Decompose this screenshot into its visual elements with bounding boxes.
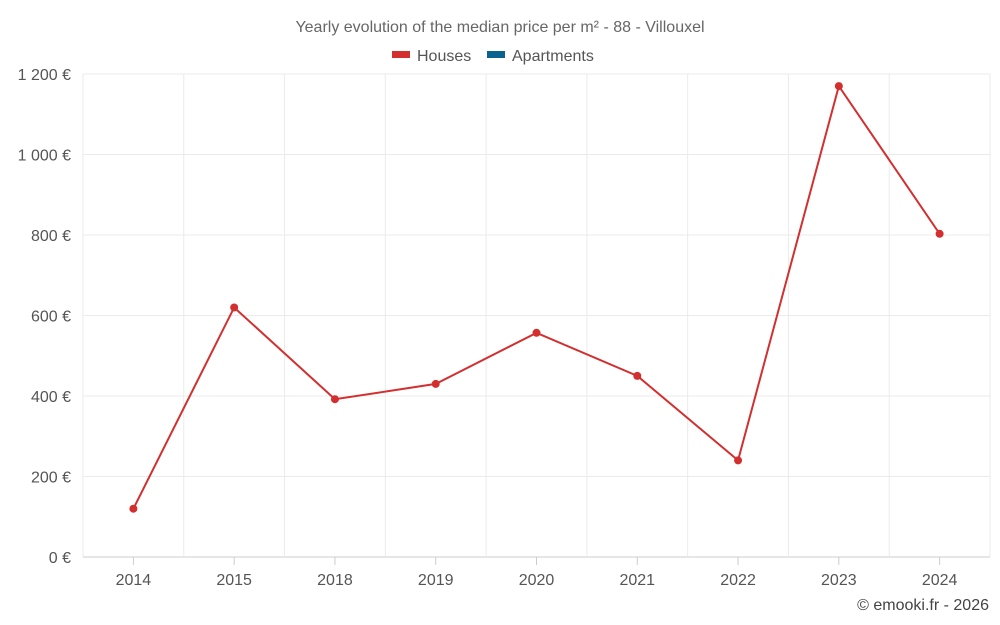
legend-swatch-apartments[interactable] — [487, 51, 505, 58]
x-tick-label: 2015 — [216, 572, 252, 589]
x-tick-label: 2018 — [317, 572, 353, 589]
legend-label-houses[interactable]: Houses — [417, 48, 471, 65]
y-axis: 0 € 200 € 400 € 600 € 800 € 1 000 € 1 200 € — [18, 67, 71, 567]
data-point-houses[interactable] — [834, 82, 843, 91]
y-tick-label: 200 € — [31, 470, 71, 487]
x-tick-label: 2014 — [116, 572, 152, 589]
series-line-houses — [132, 83, 941, 510]
data-point-houses[interactable] — [935, 229, 944, 238]
x-tick-label: 2022 — [720, 572, 756, 589]
y-tick-label: 0 € — [49, 550, 71, 567]
x-tick-label: 2024 — [922, 572, 958, 589]
x-tick-label: 2021 — [619, 572, 655, 589]
plot-area — [129, 82, 944, 513]
credit-text: © emooki.fr - 2026 — [857, 597, 989, 614]
legend-swatch-houses[interactable] — [392, 51, 410, 58]
grid-lines — [82, 73, 991, 558]
y-tick-label: 400 € — [31, 389, 71, 406]
y-tick-label: 600 € — [31, 309, 71, 326]
data-point-houses[interactable] — [129, 504, 138, 513]
data-point-houses[interactable] — [633, 371, 642, 380]
chart-title: Yearly evolution of the median price per… — [295, 19, 704, 36]
data-point-houses[interactable] — [734, 456, 743, 465]
legend: Houses Apartments — [392, 48, 594, 65]
x-tick-label: 2019 — [418, 572, 454, 589]
data-point-houses[interactable] — [431, 379, 440, 388]
x-tick-label: 2020 — [519, 572, 555, 589]
y-tick-label: 1 000 € — [18, 148, 71, 165]
data-point-houses[interactable] — [532, 328, 541, 337]
data-point-houses[interactable] — [330, 395, 339, 404]
legend-label-apartments[interactable]: Apartments — [512, 48, 594, 65]
x-axis: 2014 2015 2018 2019 2020 2021 2022 2023 2024 — [116, 557, 958, 589]
y-tick-label: 800 € — [31, 228, 71, 245]
y-tick-label: 1 200 € — [18, 67, 71, 84]
x-tick-label: 2023 — [821, 572, 857, 589]
data-point-houses[interactable] — [230, 303, 239, 312]
